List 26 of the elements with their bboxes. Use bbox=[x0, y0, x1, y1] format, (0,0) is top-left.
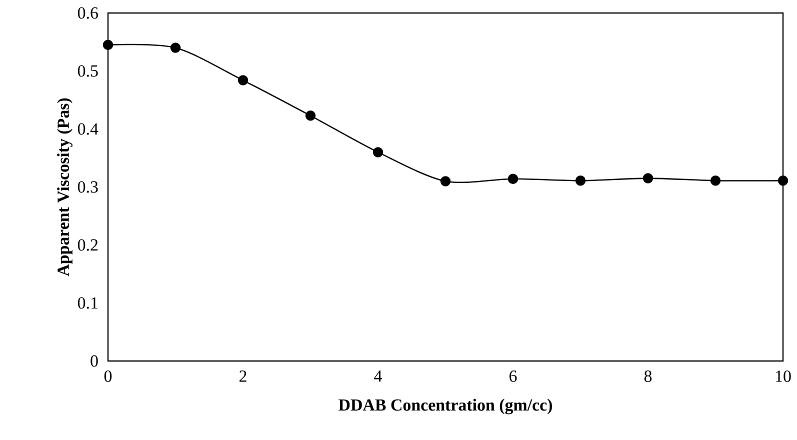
point bbox=[305, 110, 316, 121]
x-tick-label: 8 bbox=[644, 370, 652, 382]
point bbox=[372, 147, 384, 158]
point bbox=[170, 42, 181, 53]
point bbox=[642, 173, 654, 184]
point bbox=[575, 175, 586, 186]
y-tick-label: 0.6 bbox=[78, 7, 98, 19]
x-axis-title: DDAB Concentration (gm/cc) bbox=[338, 398, 552, 414]
x-tick-label: 2 bbox=[240, 370, 246, 382]
y-tick-label: 0.3 bbox=[78, 181, 98, 193]
point bbox=[710, 175, 721, 186]
point bbox=[778, 175, 788, 186]
point bbox=[440, 176, 451, 186]
y-tick-label: 0.4 bbox=[78, 123, 98, 135]
x-tick-label: 6 bbox=[510, 370, 517, 382]
y-tick-label: 0.5 bbox=[78, 65, 98, 77]
x-tick-label: 0 bbox=[104, 370, 112, 382]
y-axis-title: Apparent Viscosity (Pas) bbox=[57, 98, 72, 276]
y-tick-label: 0.1 bbox=[78, 297, 98, 309]
y-tick-label: 0 bbox=[90, 355, 98, 367]
point bbox=[508, 174, 518, 184]
x-tick-label: 10 bbox=[776, 370, 791, 382]
point bbox=[238, 75, 248, 86]
x-tick-label: 4 bbox=[374, 370, 382, 382]
y-tick-label: 0.2 bbox=[78, 239, 98, 251]
point bbox=[102, 40, 114, 50]
